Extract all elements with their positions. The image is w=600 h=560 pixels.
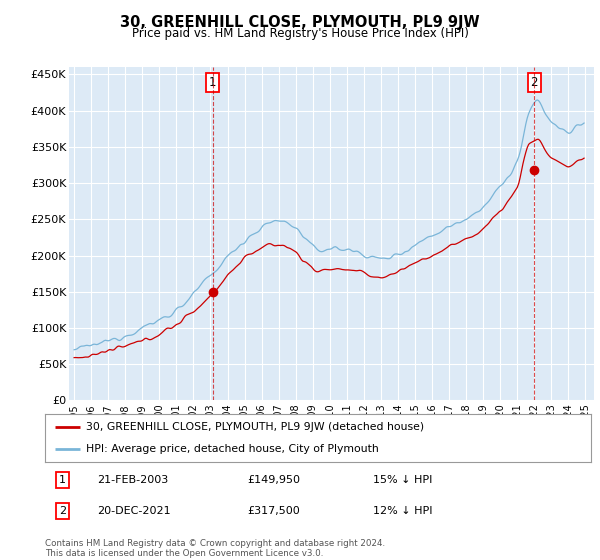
Text: £149,950: £149,950 <box>247 475 300 484</box>
Text: 15% ↓ HPI: 15% ↓ HPI <box>373 475 432 484</box>
Text: 2: 2 <box>530 76 538 88</box>
Text: 1: 1 <box>209 76 217 88</box>
Text: 1: 1 <box>59 475 65 484</box>
Text: 30, GREENHILL CLOSE, PLYMOUTH, PL9 9JW: 30, GREENHILL CLOSE, PLYMOUTH, PL9 9JW <box>120 15 480 30</box>
Text: Contains HM Land Registry data © Crown copyright and database right 2024.
This d: Contains HM Land Registry data © Crown c… <box>45 539 385 558</box>
Text: 30, GREENHILL CLOSE, PLYMOUTH, PL9 9JW (detached house): 30, GREENHILL CLOSE, PLYMOUTH, PL9 9JW (… <box>86 422 424 432</box>
Text: 12% ↓ HPI: 12% ↓ HPI <box>373 506 432 516</box>
Text: £317,500: £317,500 <box>247 506 300 516</box>
Text: HPI: Average price, detached house, City of Plymouth: HPI: Average price, detached house, City… <box>86 444 379 454</box>
Text: 21-FEB-2003: 21-FEB-2003 <box>97 475 168 484</box>
Text: Price paid vs. HM Land Registry's House Price Index (HPI): Price paid vs. HM Land Registry's House … <box>131 27 469 40</box>
Text: 2: 2 <box>59 506 66 516</box>
Text: 20-DEC-2021: 20-DEC-2021 <box>97 506 170 516</box>
